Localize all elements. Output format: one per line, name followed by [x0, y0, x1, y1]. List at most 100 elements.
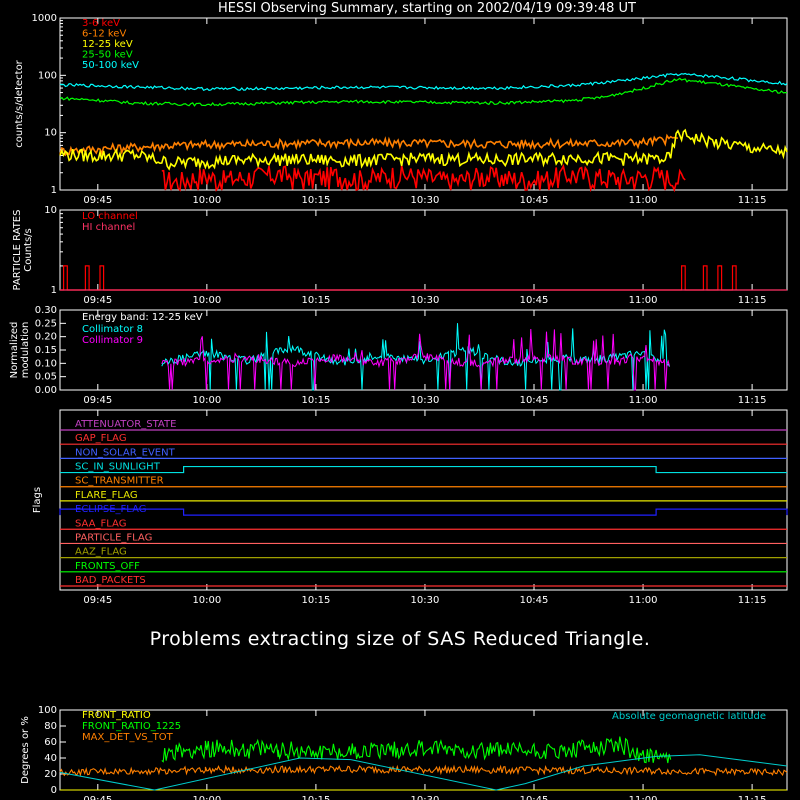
- x-tick-label: 10:15: [301, 395, 330, 406]
- x-tick-label: 10:45: [520, 795, 549, 800]
- x-tick-label: 10:15: [301, 195, 330, 206]
- y-tick-label: 1000: [32, 13, 57, 24]
- x-tick-label: 09:45: [83, 795, 112, 800]
- flags-frame: [59, 409, 788, 591]
- x-tick-label: 11:15: [738, 595, 767, 606]
- y-tick-label: 0.05: [35, 372, 57, 383]
- flag-label: PARTICLE_FLAG: [75, 532, 152, 543]
- x-tick-label: 10:30: [411, 195, 440, 206]
- flag-label: SC_IN_SUNLIGHT: [75, 462, 161, 473]
- series-line: [161, 328, 670, 391]
- x-tick-label: 09:45: [83, 295, 112, 306]
- flag-line: [60, 465, 787, 474]
- y-tick-label: 0.25: [35, 318, 57, 329]
- series-line: [161, 323, 670, 391]
- x-tick-label: 09:45: [83, 195, 112, 206]
- x-tick-label: 10:30: [411, 395, 440, 406]
- flag-label: GAP_FLAG: [75, 433, 127, 444]
- legend-entry: MAX_DET_VS_TOT: [82, 732, 174, 743]
- flags-panel: 09:45 10:00 10:15 10:30 10:45 11:00 11:15 Flags…: [32, 409, 788, 606]
- x-tick-label: 10:30: [411, 795, 440, 800]
- status-message: Problems extracting size of SAS Reduced …: [149, 628, 651, 650]
- series-line: [59, 77, 787, 107]
- x-tick-label: 09:45: [83, 595, 112, 606]
- x-tick-label: 11:15: [738, 395, 767, 406]
- flag-label: FRONTS_OFF: [75, 561, 140, 572]
- x-tick-label: 10:30: [411, 595, 440, 606]
- series-line: [59, 72, 788, 92]
- y-tick-label: 0.00: [35, 385, 57, 396]
- legend-entry: FRONT_RATIO: [82, 710, 151, 721]
- legend-entry: 25-50 keV: [82, 50, 133, 61]
- y-tick-label: 1: [51, 185, 57, 196]
- flag-label: AAZ_FLAG: [75, 547, 127, 558]
- x-tick-label: 10:45: [520, 195, 549, 206]
- x-tick-label: 10:00: [192, 395, 221, 406]
- y-axis-label: modulation: [20, 322, 31, 379]
- series-line: [161, 163, 686, 193]
- lightcurves-frame: [59, 17, 788, 191]
- figure-title: HESSI Observing Summary, starting on 200…: [218, 1, 636, 16]
- x-tick-label: 11:00: [629, 795, 658, 800]
- x-tick-label: 09:45: [83, 395, 112, 406]
- y-tick-label: 0.30: [35, 305, 57, 316]
- x-tick-label: 11:00: [629, 195, 658, 206]
- x-tick-label: 10:15: [301, 295, 330, 306]
- x-tick-label: 10:15: [301, 795, 330, 800]
- x-tick-label: 11:00: [629, 595, 658, 606]
- x-tick-label: 11:15: [738, 795, 767, 800]
- flag-label: ATTENUATOR_STATE: [75, 419, 176, 430]
- x-tick-label: 11:00: [629, 295, 658, 306]
- x-tick-label: 10:00: [192, 195, 221, 206]
- series-line: [161, 736, 672, 764]
- y-axis-label: Counts/s: [23, 228, 34, 272]
- legend-entry: Collimator 9: [82, 335, 143, 346]
- legend-entry: FRONT_RATIO_1225: [82, 721, 181, 732]
- legend-entry: 50-100 keV: [82, 60, 139, 71]
- y-tick-label: 10: [44, 205, 57, 216]
- energy-band-label: Energy band: 12-25 keV: [82, 312, 203, 323]
- x-tick-label: 11:15: [738, 295, 767, 306]
- x-tick-label: 10:00: [192, 795, 221, 800]
- flag-label: BAD_PACKETS: [75, 575, 146, 586]
- particles-frame: [59, 209, 788, 291]
- y-axis-label: Flags: [32, 487, 43, 513]
- legend-entry: HI channel: [82, 222, 135, 233]
- legend-entry: 3-6 keV: [82, 18, 120, 29]
- y-tick-label: 40: [44, 753, 57, 764]
- flag-label: FLARE_FLAG: [75, 490, 138, 501]
- x-tick-label: 10:00: [192, 295, 221, 306]
- y-axis-label: PARTICLE RATES: [12, 210, 23, 291]
- flag-label: SC_TRANSMITTER: [75, 476, 164, 487]
- y-tick-label: 0: [51, 785, 57, 796]
- latitude-label: Absolute geomagnetic latitude: [612, 711, 766, 722]
- x-tick-label: 10:45: [520, 395, 549, 406]
- x-tick-label: 11:00: [629, 395, 658, 406]
- x-tick-label: 10:15: [301, 595, 330, 606]
- y-tick-label: 20: [44, 769, 57, 780]
- x-tick-label: 11:15: [738, 195, 767, 206]
- series-line: [59, 133, 679, 157]
- y-tick-label: 1: [51, 285, 57, 296]
- flag-label: ECLIPSE_FLAG: [75, 504, 146, 515]
- y-axis-label: Normalized: [9, 322, 20, 379]
- y-tick-label: 80: [44, 721, 57, 732]
- flag-line: [59, 508, 788, 516]
- y-tick-label: 100: [38, 705, 57, 716]
- flag-label: NON_SOLAR_EVENT: [75, 447, 176, 458]
- y-axis-label: counts/s/detector: [14, 59, 25, 147]
- lightcurves-panel: 09:45 10:00 10:15 10:30 10:45 11:00 11:15 1 10 10…: [14, 13, 788, 206]
- modulation-panel: 09:45 10:00 10:15 10:30 10:45 11:00 11:15 0.00 0…: [9, 305, 788, 406]
- particles-panel: 09:45 10:00 10:15 10:30 10:45 11:00 11:15 1 10 PA…: [12, 205, 788, 306]
- legend-entry: LO channel: [82, 211, 138, 222]
- y-axis-label: Degrees or %: [20, 716, 31, 784]
- y-tick-label: 60: [44, 737, 57, 748]
- y-tick-label: 0.15: [35, 345, 57, 356]
- y-tick-label: 100: [38, 70, 57, 81]
- x-tick-label: 10:45: [520, 295, 549, 306]
- ratios-panel: 09:45 10:00 10:15 10:30 10:45 11:00 11:15 0 20 40…: [20, 705, 788, 800]
- y-tick-label: 10: [44, 128, 57, 139]
- flag-label: SAA_FLAG: [75, 518, 126, 529]
